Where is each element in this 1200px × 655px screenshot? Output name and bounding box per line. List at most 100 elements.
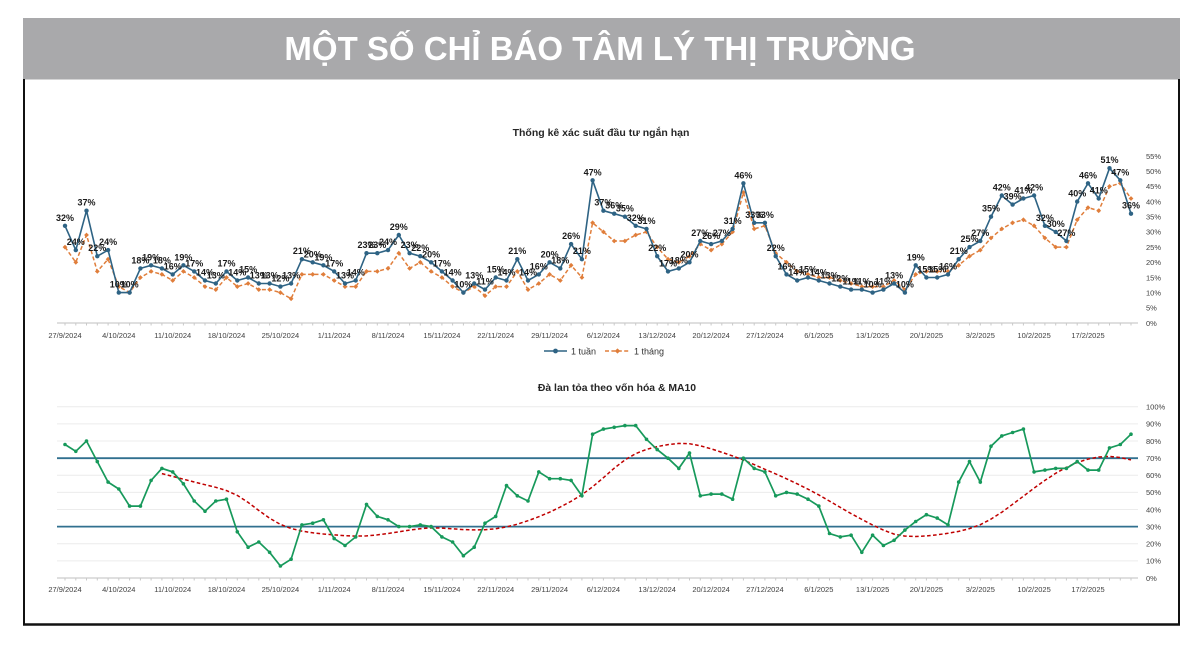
svg-text:13/1/2025: 13/1/2025 bbox=[856, 585, 889, 594]
svg-text:41%: 41% bbox=[1090, 186, 1108, 196]
svg-text:47%: 47% bbox=[1111, 167, 1129, 177]
svg-text:15%: 15% bbox=[487, 265, 505, 275]
svg-text:13%: 13% bbox=[261, 271, 279, 281]
svg-text:37%: 37% bbox=[594, 198, 612, 208]
svg-text:11/10/2024: 11/10/2024 bbox=[154, 331, 191, 340]
svg-text:15/11/2024: 15/11/2024 bbox=[423, 331, 460, 340]
svg-text:50%: 50% bbox=[1146, 167, 1161, 176]
svg-text:22%: 22% bbox=[88, 243, 106, 253]
svg-text:33%: 33% bbox=[745, 210, 763, 220]
svg-text:23%: 23% bbox=[401, 240, 419, 250]
svg-text:20/12/2024: 20/12/2024 bbox=[692, 331, 730, 340]
svg-text:100%: 100% bbox=[1146, 403, 1166, 412]
svg-text:13%: 13% bbox=[885, 271, 903, 281]
svg-text:17%: 17% bbox=[185, 258, 203, 268]
svg-text:27%: 27% bbox=[691, 228, 709, 238]
svg-text:18%: 18% bbox=[153, 255, 171, 265]
svg-text:41%: 41% bbox=[1014, 186, 1032, 196]
svg-text:18%: 18% bbox=[670, 255, 688, 265]
svg-text:10%: 10% bbox=[1146, 288, 1161, 297]
svg-text:Thống kê xác suất đầu tư ngắn: Thống kê xác suất đầu tư ngắn hạn bbox=[513, 126, 690, 139]
svg-text:4/10/2024: 4/10/2024 bbox=[102, 585, 135, 594]
svg-text:13/12/2024: 13/12/2024 bbox=[638, 585, 676, 594]
svg-text:19%: 19% bbox=[907, 252, 925, 262]
svg-text:6/1/2025: 6/1/2025 bbox=[804, 331, 833, 340]
svg-text:27/9/2024: 27/9/2024 bbox=[48, 331, 81, 340]
svg-text:17/2/2025: 17/2/2025 bbox=[1071, 585, 1104, 594]
svg-text:6/12/2024: 6/12/2024 bbox=[587, 585, 620, 594]
svg-text:14%: 14% bbox=[444, 268, 462, 278]
svg-text:30%: 30% bbox=[1146, 228, 1161, 237]
svg-text:22%: 22% bbox=[767, 243, 785, 253]
svg-text:47%: 47% bbox=[584, 167, 602, 177]
svg-text:18%: 18% bbox=[551, 255, 569, 265]
svg-text:10/2/2025: 10/2/2025 bbox=[1017, 331, 1050, 340]
svg-text:36%: 36% bbox=[1122, 201, 1140, 211]
svg-text:25/10/2024: 25/10/2024 bbox=[262, 585, 300, 594]
svg-text:36%: 36% bbox=[605, 201, 623, 211]
svg-text:90%: 90% bbox=[1146, 420, 1161, 429]
svg-text:27%: 27% bbox=[971, 228, 989, 238]
svg-text:10%: 10% bbox=[864, 280, 882, 290]
svg-text:17%: 17% bbox=[325, 258, 343, 268]
svg-text:42%: 42% bbox=[1025, 183, 1043, 193]
svg-text:46%: 46% bbox=[734, 170, 752, 180]
svg-text:8/11/2024: 8/11/2024 bbox=[372, 585, 405, 594]
svg-text:25%: 25% bbox=[960, 234, 978, 244]
svg-text:0%: 0% bbox=[1146, 574, 1157, 583]
svg-text:1/11/2024: 1/11/2024 bbox=[318, 585, 351, 594]
svg-text:29/11/2024: 29/11/2024 bbox=[531, 331, 568, 340]
svg-text:40%: 40% bbox=[1146, 505, 1161, 514]
svg-text:13%: 13% bbox=[820, 271, 838, 281]
svg-text:6/1/2025: 6/1/2025 bbox=[804, 585, 833, 594]
svg-text:15%: 15% bbox=[917, 265, 935, 275]
svg-text:0%: 0% bbox=[1146, 319, 1157, 328]
svg-text:19%: 19% bbox=[174, 252, 192, 262]
svg-text:10%: 10% bbox=[121, 280, 139, 290]
svg-text:16%: 16% bbox=[164, 261, 182, 271]
svg-text:22%: 22% bbox=[411, 243, 429, 253]
svg-text:Đà lan tỏa theo vốn hóa & MA10: Đà lan tỏa theo vốn hóa & MA10 bbox=[538, 382, 696, 394]
svg-text:25%: 25% bbox=[1146, 243, 1161, 252]
svg-text:14%: 14% bbox=[788, 268, 806, 278]
svg-text:27%: 27% bbox=[1057, 228, 1075, 238]
svg-text:19%: 19% bbox=[314, 252, 332, 262]
svg-text:17%: 17% bbox=[217, 258, 235, 268]
svg-text:19%: 19% bbox=[142, 252, 160, 262]
svg-text:17/2/2025: 17/2/2025 bbox=[1071, 331, 1104, 340]
svg-text:24%: 24% bbox=[67, 237, 85, 247]
svg-text:11%: 11% bbox=[875, 277, 893, 287]
svg-text:10%: 10% bbox=[110, 280, 128, 290]
svg-text:21%: 21% bbox=[573, 246, 591, 256]
svg-text:1 tháng: 1 tháng bbox=[634, 346, 664, 356]
svg-text:13%: 13% bbox=[282, 271, 300, 281]
svg-text:20%: 20% bbox=[680, 249, 698, 259]
svg-text:10%: 10% bbox=[454, 280, 472, 290]
svg-text:14%: 14% bbox=[810, 268, 828, 278]
svg-text:29%: 29% bbox=[390, 222, 408, 232]
svg-text:27/9/2024: 27/9/2024 bbox=[48, 585, 81, 594]
svg-text:24%: 24% bbox=[379, 237, 397, 247]
svg-text:20/12/2024: 20/12/2024 bbox=[692, 585, 730, 594]
svg-text:35%: 35% bbox=[982, 204, 1000, 214]
svg-text:42%: 42% bbox=[993, 183, 1011, 193]
svg-text:18/10/2024: 18/10/2024 bbox=[208, 585, 246, 594]
svg-text:45%: 45% bbox=[1146, 182, 1161, 191]
svg-text:16%: 16% bbox=[939, 261, 957, 271]
svg-text:11%: 11% bbox=[853, 277, 871, 287]
svg-text:26%: 26% bbox=[562, 231, 580, 241]
svg-text:46%: 46% bbox=[1079, 170, 1097, 180]
svg-text:14%: 14% bbox=[519, 268, 537, 278]
svg-text:22/11/2024: 22/11/2024 bbox=[477, 585, 514, 594]
svg-text:6/12/2024: 6/12/2024 bbox=[587, 331, 620, 340]
svg-text:11%: 11% bbox=[842, 277, 860, 287]
svg-text:15%: 15% bbox=[239, 265, 257, 275]
svg-text:3/2/2025: 3/2/2025 bbox=[966, 585, 995, 594]
svg-text:8/11/2024: 8/11/2024 bbox=[372, 331, 405, 340]
svg-text:20/1/2025: 20/1/2025 bbox=[910, 585, 943, 594]
svg-text:20%: 20% bbox=[422, 249, 440, 259]
svg-text:27%: 27% bbox=[713, 228, 731, 238]
svg-text:29/11/2024: 29/11/2024 bbox=[531, 585, 568, 594]
svg-text:14%: 14% bbox=[497, 268, 515, 278]
svg-text:15%: 15% bbox=[799, 265, 817, 275]
